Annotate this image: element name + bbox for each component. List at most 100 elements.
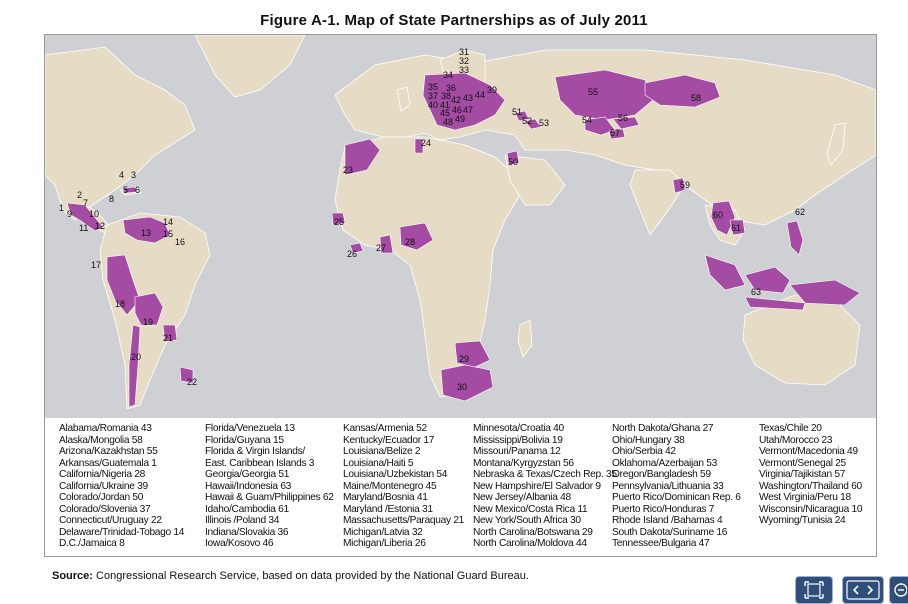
legend-entry: East. Caribbean Islands 3	[205, 457, 315, 469]
legend-column-6: Texas/Chile 20 Utah/Morocco 23 Vermont/M…	[759, 423, 863, 527]
legend-entry: Hawaii/Indonesia 63	[205, 480, 292, 492]
map-number: 4	[119, 170, 124, 180]
legend-entry: North Dakota/Ghana 27	[612, 423, 714, 434]
legend-entry: Maryland /Estonia 31	[343, 503, 433, 515]
legend-entry: Puerto Rico/Dominican Rep. 6	[612, 492, 741, 503]
map-number: 6	[135, 185, 140, 195]
prev-next-button[interactable]	[842, 576, 884, 604]
legend-entry: Florida/Venezuela 13	[205, 423, 295, 434]
legend-entry: Puerto Rico/Honduras 7	[612, 503, 715, 515]
map-number: 29	[459, 354, 469, 364]
legend-entry: Oregon/Bangladesh 59	[612, 469, 711, 480]
map-number-labels: 1 2 3 4 5 6 7 8 9 10 11 12 13 14 15 16 1…	[59, 47, 805, 392]
map-number: 28	[405, 237, 415, 247]
map-number: 24	[421, 138, 431, 148]
map-number: 21	[163, 333, 173, 343]
map-number: 45	[440, 108, 450, 118]
legend-entry: Mississippi/Bolivia 19	[473, 434, 563, 446]
map-number: 32	[459, 56, 469, 66]
map-number: 42	[451, 95, 461, 105]
legend-entry: Maryland/Bosnia 41	[343, 492, 428, 503]
legend-entry: New Hampshire/El Salvador 9	[473, 480, 601, 492]
legend-entry: New Mexico/Costa Rica 11	[473, 503, 588, 515]
legend-entry: North Carolina/Botswana 29	[473, 526, 593, 538]
map-number: 49	[455, 114, 465, 124]
legend-entry: Georgia/Georgia 51	[205, 469, 290, 480]
legend-entry: Kansas/Armenia 52	[343, 423, 427, 434]
map-number: 26	[347, 249, 357, 259]
legend-entry: Missouri/Panama 12	[473, 446, 561, 457]
map-number: 15	[163, 229, 173, 239]
map-number: 27	[376, 243, 386, 253]
legend-entry: Vermont/Macedonia 49	[759, 446, 858, 457]
legend-entry: Colorado/Jordan 50	[59, 492, 144, 503]
legend-entry: Tennessee/Bulgaria 47	[612, 538, 710, 549]
legend-entry: West Virginia/Peru 18	[759, 492, 851, 503]
map-number: 51	[512, 107, 522, 117]
map-number: 56	[618, 113, 628, 123]
map-number: 43	[463, 93, 473, 103]
map-number: 9	[67, 209, 72, 219]
legend-entry: South Dakota/Suriname 16	[612, 526, 728, 538]
legend-entry: New York/South Africa 30	[473, 515, 581, 526]
map-number: 54	[582, 115, 592, 125]
map-svg: 1 2 3 4 5 6 7 8 9 10 11 12 13 14 15 16 1…	[45, 35, 876, 410]
legend-box: Alabama/Romania 43 Alaska/Mongolia 58 Ar…	[44, 418, 877, 557]
legend-entry: Ohio/Hungary 38	[612, 434, 685, 446]
fit-to-screen-button[interactable]	[795, 576, 833, 604]
map-number: 53	[539, 118, 549, 128]
legend-entry: Wisconsin/Nicaragua 10	[759, 503, 863, 515]
legend-entry: Louisiana/Belize 2	[343, 446, 421, 457]
legend-entry: Montana/Kyrgyzstan 56	[473, 457, 574, 469]
legend-entry: Louisiana/Uzbekistan 54	[343, 469, 448, 480]
map-number: 31	[459, 47, 469, 57]
map-number: 23	[343, 165, 353, 175]
map-number: 58	[691, 93, 701, 103]
legend-entry: Vermont/Senegal 25	[759, 457, 846, 469]
legend-entry: Florida/Guyana 15	[205, 434, 284, 446]
legend-entry: Ohio/Serbia 42	[612, 446, 676, 457]
map-number: 22	[187, 377, 197, 387]
legend-column-3: Kansas/Armenia 52 Kentucky/Ecuador 17 Lo…	[343, 423, 464, 550]
zoom-out-icon	[894, 583, 907, 597]
map-number: 10	[89, 209, 99, 219]
legend-entry: Massachusetts/Paraquay 21	[343, 515, 465, 526]
map-number: 39	[487, 85, 497, 95]
map-number: 5	[123, 185, 128, 195]
map-number: 38	[441, 91, 451, 101]
legend-entry: Hawaii & Guam/Philippines 62	[205, 492, 334, 503]
zoom-out-button[interactable]	[889, 576, 908, 604]
map-number: 34	[443, 70, 453, 80]
legend-entry: Connecticut/Uruguay 22	[59, 515, 162, 526]
map-number: 33	[459, 65, 469, 75]
map-number: 46	[452, 105, 462, 115]
partner-layer	[66, 69, 861, 408]
map-number: 40	[428, 100, 438, 110]
legend-entry: Louisiana/Haiti 5	[343, 457, 414, 469]
map-number: 35	[428, 82, 438, 92]
legend-entry: Nebraska & Texas/Czech Rep. 35	[473, 469, 617, 480]
map-number: 57	[610, 128, 620, 138]
map-number: 44	[475, 90, 485, 100]
map-number: 41	[440, 100, 450, 110]
legend-column-1: Alabama/Romania 43 Alaska/Mongolia 58 Ar…	[59, 423, 184, 550]
legend-entry: Pennsylvania/Lithuania 33	[612, 480, 724, 492]
legend-entry: Virginia/Tajikistan 57	[759, 469, 846, 480]
legend-entry: Arizona/Kazakhstan 55	[59, 446, 158, 457]
map-number: 7	[83, 198, 88, 208]
legend-entry: Texas/Chile 20	[759, 423, 822, 434]
legend-entry: California/Nigeria 28	[59, 469, 145, 480]
legend-entry: Idaho/Cambodia 61	[205, 503, 289, 515]
legend-entry: D.C./Jamaica 8	[59, 538, 125, 549]
legend-entry: New Jersey/Albania 48	[473, 492, 571, 503]
legend-entry: Michigan/Latvia 32	[343, 526, 423, 538]
map-number: 13	[141, 228, 151, 238]
legend-entry: Maine/Montenegro 45	[343, 480, 437, 492]
map-number: 59	[680, 180, 690, 190]
legend-entry: Indiana/Slovakia 36	[205, 526, 289, 538]
legend-entry: Utah/Morocco 23	[759, 434, 833, 446]
map-number: 25	[334, 217, 344, 227]
legend-entry: Illinois /Poland 34	[205, 515, 280, 526]
legend-entry: Wyoming/Tunisia 24	[759, 515, 846, 526]
map-number: 3	[131, 170, 136, 180]
